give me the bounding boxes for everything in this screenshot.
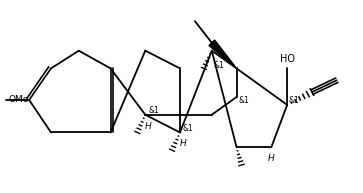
Text: &1: &1: [183, 124, 194, 133]
Text: H: H: [180, 139, 186, 148]
Text: H: H: [145, 122, 152, 131]
Text: &1: &1: [214, 61, 224, 69]
Text: &1: &1: [288, 96, 299, 105]
Text: H: H: [268, 154, 275, 163]
Text: &1: &1: [148, 106, 159, 115]
Polygon shape: [209, 40, 237, 68]
Text: &1: &1: [238, 96, 249, 105]
Text: HO: HO: [280, 54, 295, 64]
Text: OMe: OMe: [8, 96, 29, 104]
